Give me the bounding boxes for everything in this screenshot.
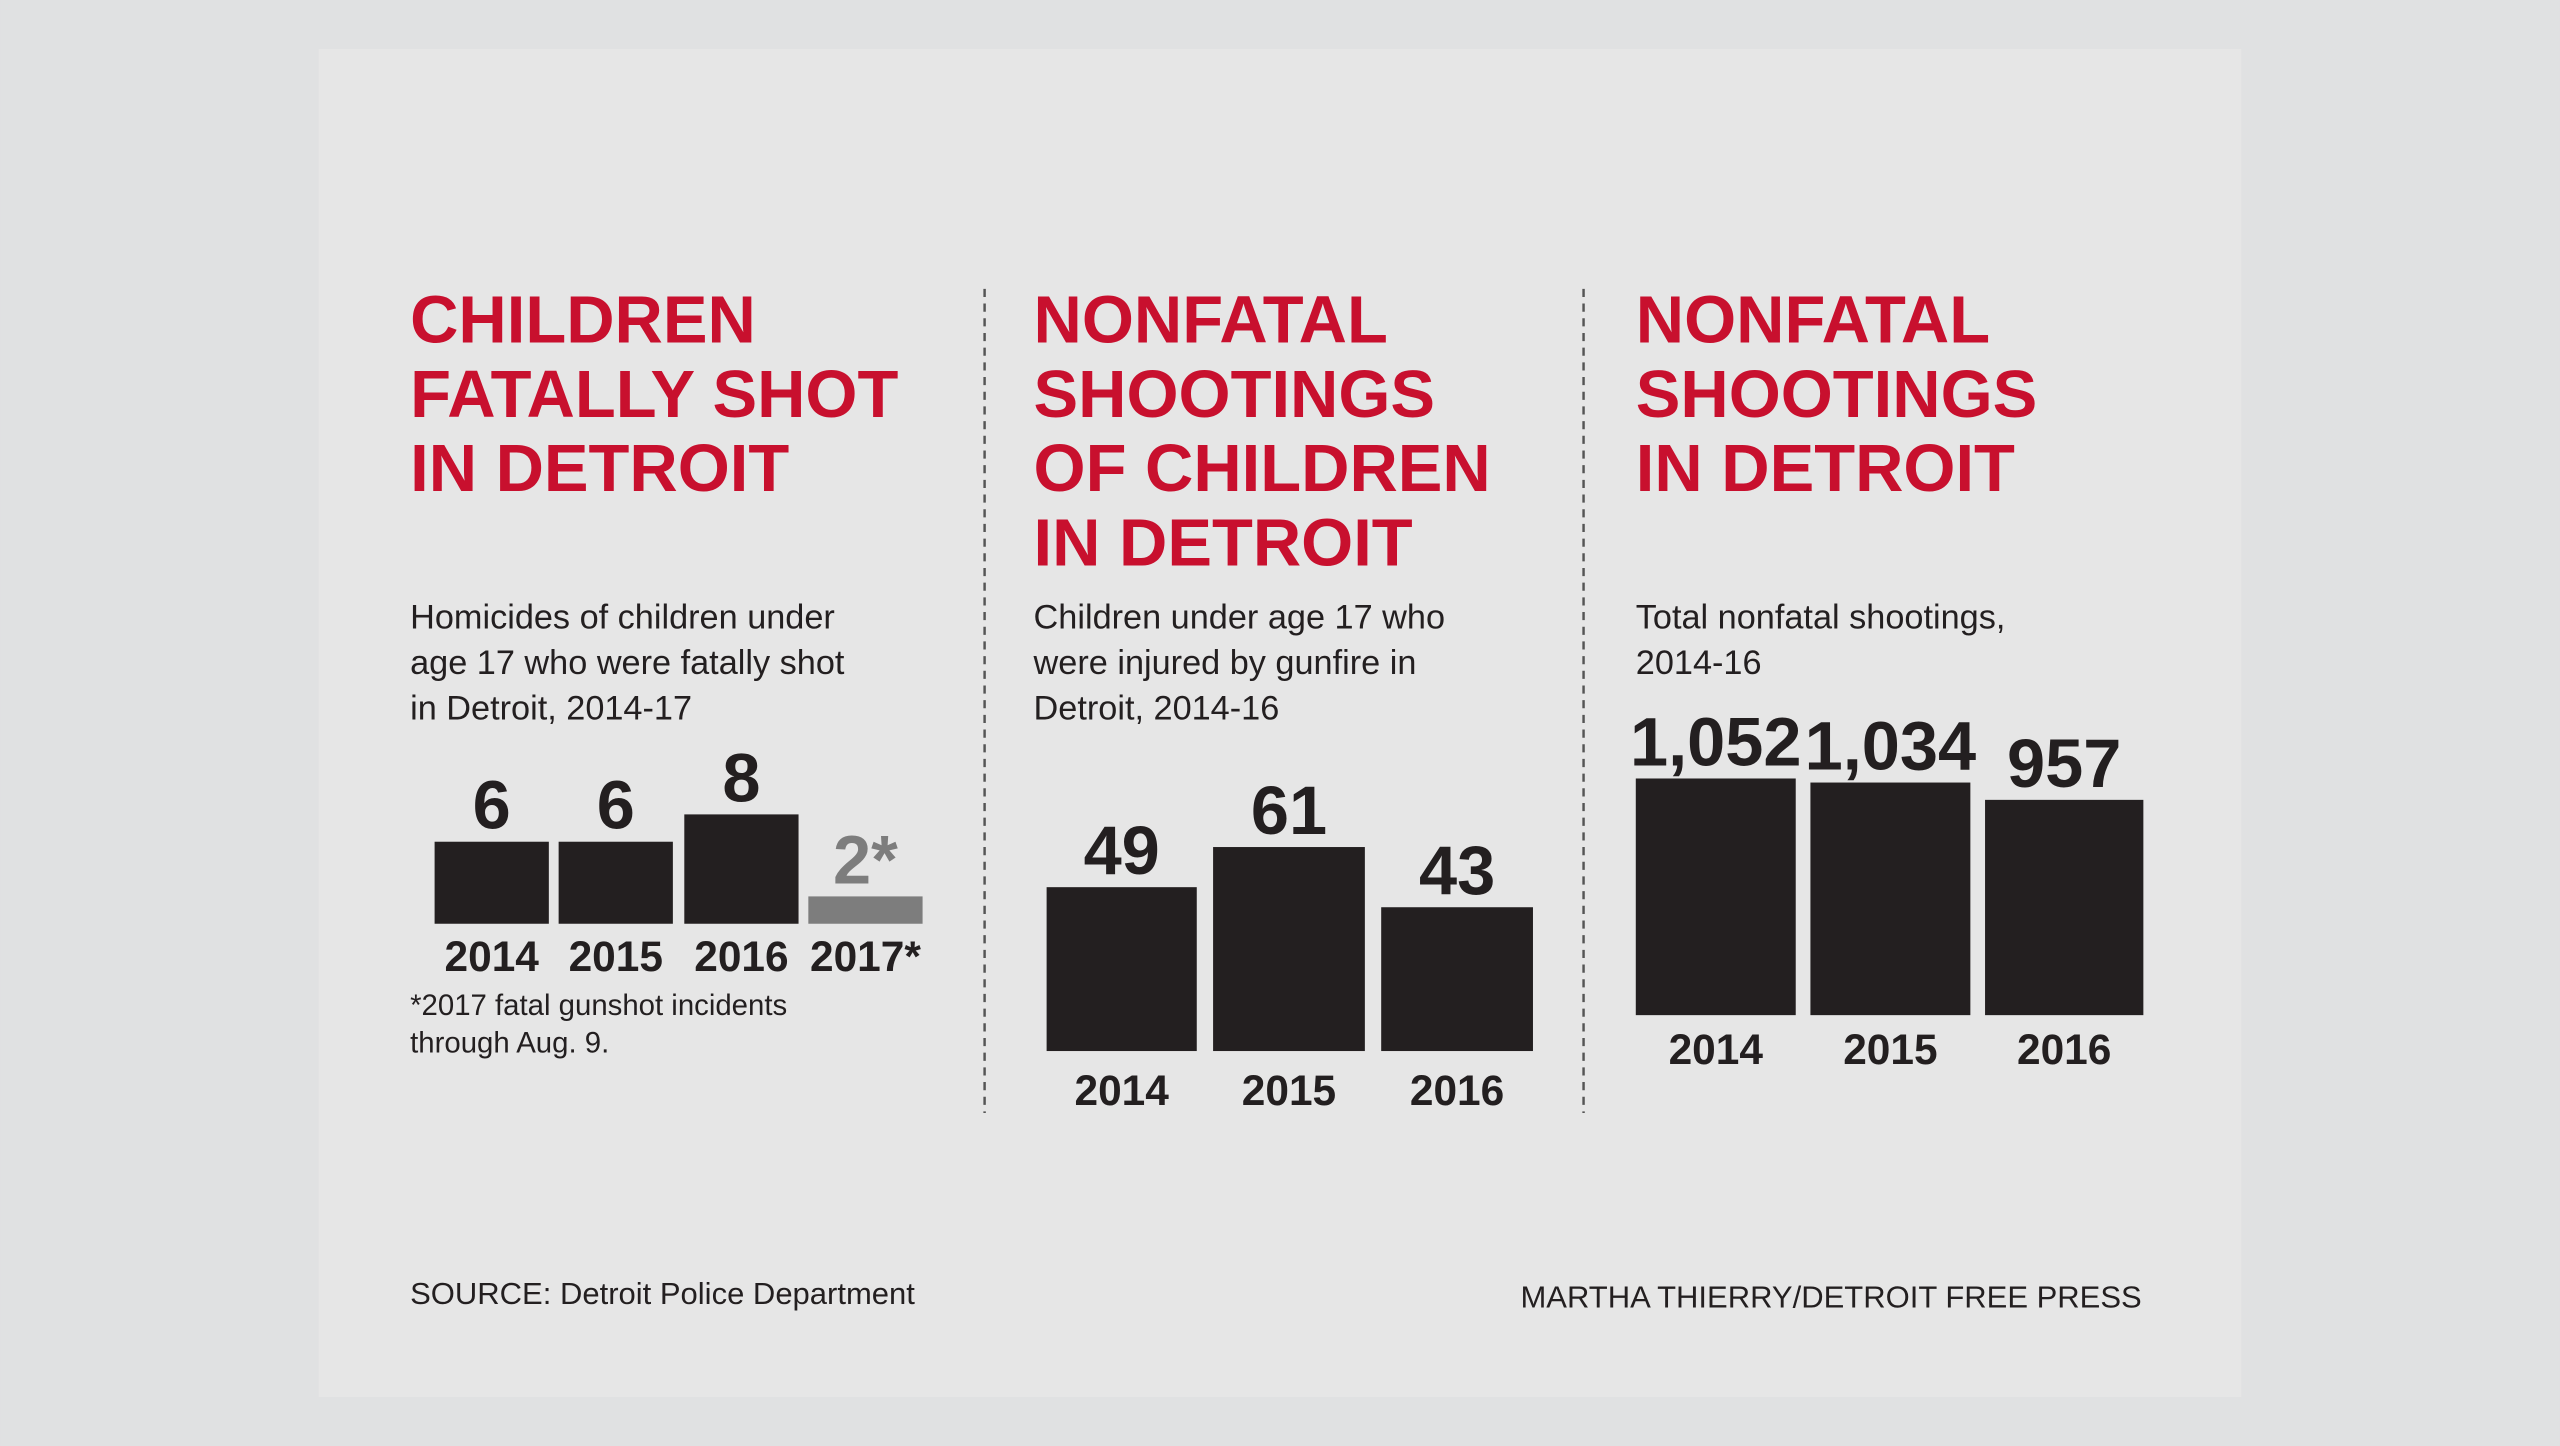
chart-title: CHILDREN <box>410 283 756 358</box>
subtitle: Detroit, 2014-16 <box>1034 690 1280 728</box>
x-tick-label: 2016 <box>1410 1067 1504 1114</box>
bar <box>558 841 673 924</box>
chart-title: FATALLY SHOT <box>410 357 898 432</box>
value-label: 61 <box>1251 772 1327 849</box>
value-label: 49 <box>1084 812 1160 889</box>
value-label: 1,052 <box>1630 703 1802 780</box>
bar <box>434 841 549 924</box>
x-tick-label: 2016 <box>694 933 788 980</box>
value-label: 957 <box>2007 725 2121 802</box>
x-tick-label: 2014 <box>1669 1026 1764 1073</box>
bar <box>1635 778 1796 1016</box>
value-label: 1,034 <box>1805 707 1977 784</box>
bar <box>1046 887 1197 1052</box>
chart-title: IN DETROIT <box>1034 506 1413 581</box>
value-label: 6 <box>597 767 635 844</box>
x-tick-label: 2017* <box>810 933 921 980</box>
x-tick-label: 2015 <box>1843 1026 1937 1073</box>
chart-title: SHOOTINGS <box>1034 357 1435 432</box>
subtitle: Total nonfatal shootings, <box>1636 598 2006 636</box>
bar <box>1213 847 1365 1052</box>
chart-title: OF CHILDREN <box>1034 431 1491 506</box>
x-tick-label: 2014 <box>1075 1067 1170 1114</box>
subtitle: Homicides of children under <box>410 598 835 636</box>
bar <box>1381 907 1533 1052</box>
chart-title: NONFATAL <box>1034 283 1388 358</box>
x-tick-label: 2015 <box>569 933 663 980</box>
x-tick-label: 2015 <box>1242 1067 1336 1114</box>
credit: MARTHA THIERRY/DETROIT FREE PRESS <box>1520 1279 2141 1314</box>
bar <box>1985 799 2144 1016</box>
subtitle: age 17 who were fatally shot <box>410 644 845 682</box>
footnote: *2017 fatal gunshot incidents <box>410 989 787 1022</box>
x-tick-label: 2014 <box>445 933 540 980</box>
panel <box>318 48 2242 1398</box>
bar <box>1810 782 1971 1016</box>
bar <box>808 896 923 924</box>
bar <box>684 814 799 924</box>
x-tick-label: 2016 <box>2017 1026 2111 1073</box>
value-label: 2* <box>833 821 898 898</box>
value-label: 8 <box>722 739 760 816</box>
chart-title: IN DETROIT <box>1636 431 2015 506</box>
chart-title: NONFATAL <box>1636 283 1990 358</box>
chart-title: SHOOTINGS <box>1636 357 2037 432</box>
value-label: 43 <box>1419 832 1495 909</box>
subtitle: in Detroit, 2014-17 <box>410 690 692 728</box>
source: SOURCE: Detroit Police Department <box>410 1276 915 1311</box>
subtitle: were injured by gunfire in <box>1033 644 1417 682</box>
chart-title: IN DETROIT <box>410 431 789 506</box>
value-label: 6 <box>473 767 511 844</box>
subtitle: 2014-16 <box>1636 644 1762 682</box>
subtitle: Children under age 17 who <box>1034 598 1445 636</box>
footnote: through Aug. 9. <box>410 1027 609 1060</box>
